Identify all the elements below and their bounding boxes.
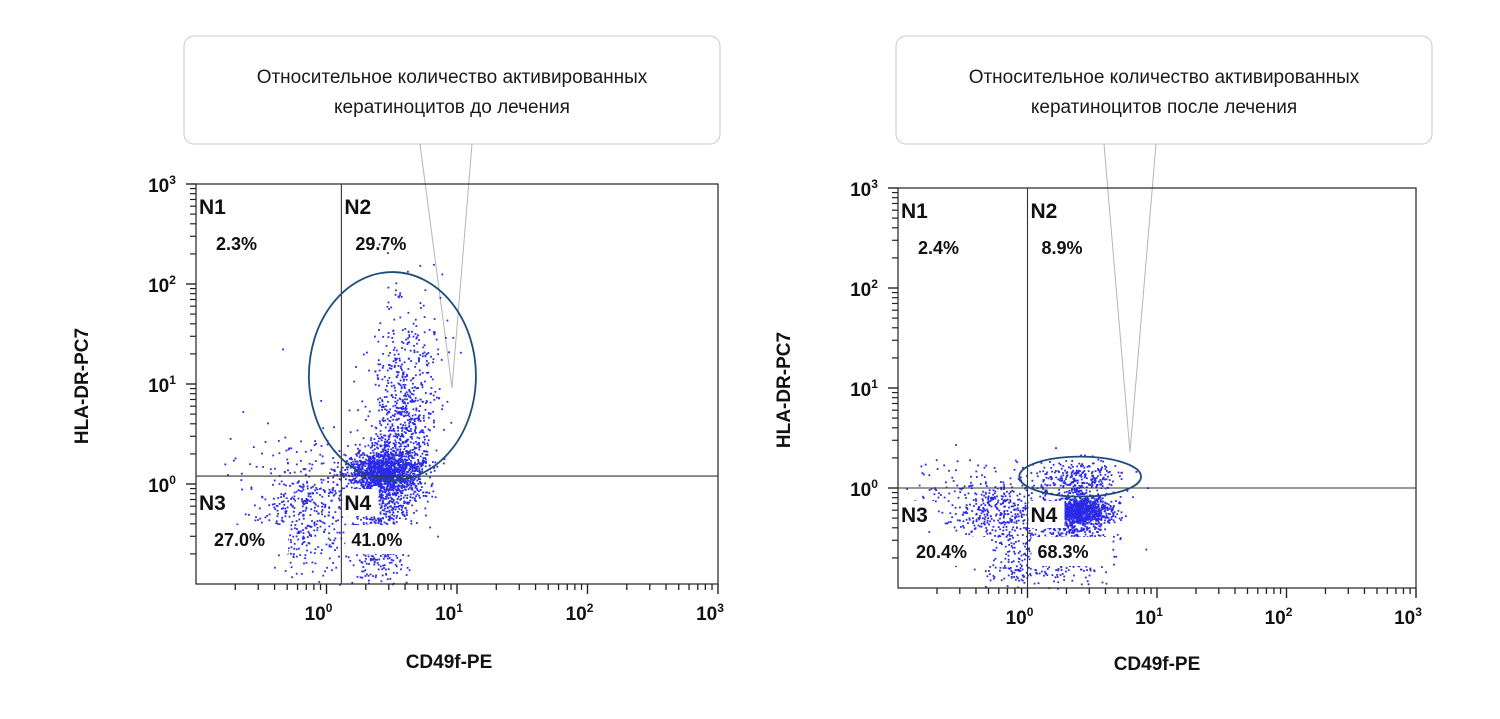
x-tick-label-2: 102 [566, 601, 594, 625]
y-axis-minor-ticks [190, 187, 196, 555]
callout-box: Относительное количество активированных к… [183, 35, 721, 389]
x-tick-label-0: 100 [305, 601, 333, 625]
callout-pointer-right [1129, 143, 1157, 453]
quadrant-n4-label: N4 [344, 492, 371, 515]
x-tick-label-1: 101 [1135, 605, 1163, 629]
quadrant-n4-percent: 68.3% [1038, 542, 1089, 562]
y-tick-label-1: 101 [850, 377, 878, 401]
callout-frame [183, 35, 721, 145]
quadrant-n1-label: N1 [199, 196, 226, 219]
x-tick-label-3: 103 [696, 601, 724, 625]
callout-line-2: кератиноцитов после лечения [1031, 97, 1297, 118]
callout-pointer-left [419, 143, 453, 389]
quadrant-n1-percent: 2.3% [216, 234, 257, 254]
y-axis-title: HLA-DR-PC7 [774, 332, 795, 448]
quadrant-n2-percent: 29.7% [355, 234, 406, 254]
quadrant-n3-label: N3 [901, 504, 928, 527]
x-axis-title: CD49f-PE [406, 652, 493, 673]
x-tick-label-3: 103 [1394, 605, 1422, 629]
activated-gate-ellipse [308, 271, 477, 481]
callout-frame [895, 35, 1433, 145]
y-tick-label-0: 100 [850, 477, 878, 501]
callout-line-1: Относительное количество активированных [257, 67, 648, 88]
callout-line-1: Относительное количество активированных [969, 67, 1360, 88]
quadrant-n4-percent: 41.0% [351, 530, 402, 550]
activated-gate-ellipse [1018, 455, 1142, 498]
y-tick-label-2: 102 [850, 277, 878, 301]
quadrant-n3-percent: 27.0% [214, 530, 265, 550]
quadrant-n3-percent: 20.4% [916, 542, 967, 562]
x-tick-label-1: 101 [435, 601, 463, 625]
cytometry-panel-2: Относительное количество активированных к… [774, 35, 1433, 675]
y-tick-label-3: 103 [148, 173, 176, 197]
quadrant-n1-percent: 2.4% [918, 238, 959, 258]
callout-box: Относительное количество активированных к… [895, 35, 1433, 453]
quadrant-n3-label: N3 [199, 492, 226, 515]
cytometry-panel-1: Относительное количество активированных к… [72, 35, 724, 673]
y-axis-title: HLA-DR-PC7 [72, 328, 93, 444]
x-axis-minor-ticks [234, 584, 713, 590]
quadrant-n4-label: N4 [1031, 504, 1058, 527]
x-axis-title: CD49f-PE [1114, 654, 1201, 675]
callout-pointer-left [1103, 143, 1131, 453]
quadrant-n2-label: N2 [344, 196, 371, 219]
x-tick-label-2: 102 [1265, 605, 1293, 629]
x-axis-minor-ticks [936, 588, 1411, 594]
quadrant-n2-label: N2 [1031, 200, 1058, 223]
y-tick-label-3: 103 [850, 177, 878, 201]
plot-frame [195, 183, 719, 585]
quadrant-n1-label: N1 [901, 200, 928, 223]
callout-line-2: кератиноцитов до лечения [334, 97, 570, 118]
quadrant-n2-percent: 8.9% [1042, 238, 1083, 258]
callout-pointer-right [451, 143, 473, 389]
y-tick-label-1: 101 [148, 373, 176, 397]
y-tick-label-0: 100 [148, 473, 176, 497]
y-tick-label-2: 102 [148, 273, 176, 297]
x-tick-label-0: 100 [1006, 605, 1034, 629]
y-axis-minor-ticks [892, 191, 898, 559]
